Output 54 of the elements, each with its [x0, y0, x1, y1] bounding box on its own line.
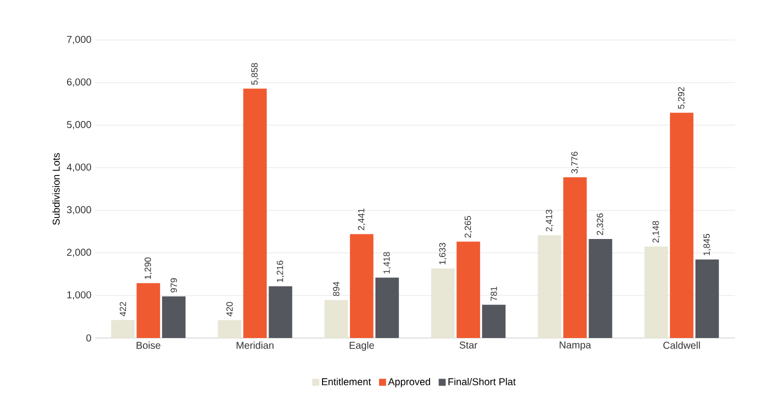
y-axis-title: Subdivision Lots	[52, 153, 60, 225]
x-tick-label: Eagle	[350, 342, 374, 351]
data-label: 781	[490, 286, 497, 301]
x-tick-label: Meridian	[236, 342, 274, 349]
data-label: 1,418	[383, 252, 391, 274]
bar	[324, 300, 348, 338]
data-label: 2,148	[652, 220, 660, 243]
legend-label: Final/Short Plat	[448, 378, 516, 386]
data-label: 1,633	[439, 242, 447, 264]
x-tick-label: Caldwell	[663, 342, 700, 349]
data-label: 5,858	[251, 63, 259, 85]
y-tick-label: 5,000	[66, 121, 92, 130]
data-label: 1,845	[703, 234, 711, 256]
data-label: 1,216	[276, 260, 284, 282]
bar	[644, 246, 668, 338]
bar	[218, 320, 242, 338]
x-tick-label: Boise	[136, 342, 160, 349]
x-tick-label: Nampa	[560, 342, 592, 350]
legend-label: Entitlement	[322, 378, 371, 386]
x-tick-label: Star	[460, 342, 478, 349]
legend-label: Approved	[388, 378, 430, 388]
data-label: 2,265	[464, 216, 472, 238]
data-label: 3,776	[571, 152, 579, 174]
bar	[431, 268, 455, 338]
y-tick-label: 1,000	[67, 291, 92, 300]
data-label: 420	[226, 302, 233, 316]
bar	[482, 304, 506, 338]
data-label: 5,292	[678, 87, 686, 109]
data-label: 2,326	[596, 213, 604, 236]
data-label: 1,290	[144, 257, 152, 279]
data-label: 422	[120, 302, 126, 316]
bar	[695, 259, 719, 338]
bar	[375, 278, 399, 338]
bar	[268, 286, 292, 338]
bar	[588, 238, 612, 338]
bar	[538, 235, 562, 338]
y-tick-label: 4,000	[66, 164, 92, 172]
bar	[563, 177, 587, 338]
y-tick-label: 7,000	[67, 36, 92, 44]
data-label: 979	[170, 278, 177, 292]
y-tick-label: 6,000	[67, 78, 92, 87]
y-tick-label: 3,000	[66, 206, 92, 214]
bar	[350, 234, 374, 338]
data-label: 894	[333, 282, 340, 296]
bar	[456, 242, 480, 338]
bar	[136, 283, 160, 338]
bar	[243, 88, 267, 338]
bar	[670, 112, 694, 338]
y-tick-label: 2,000	[67, 248, 92, 257]
data-label: 2,441	[358, 208, 366, 230]
bar	[111, 320, 135, 338]
data-label: 2,413	[546, 210, 554, 232]
bar	[162, 296, 186, 338]
y-tick-label: 0	[86, 334, 92, 342]
